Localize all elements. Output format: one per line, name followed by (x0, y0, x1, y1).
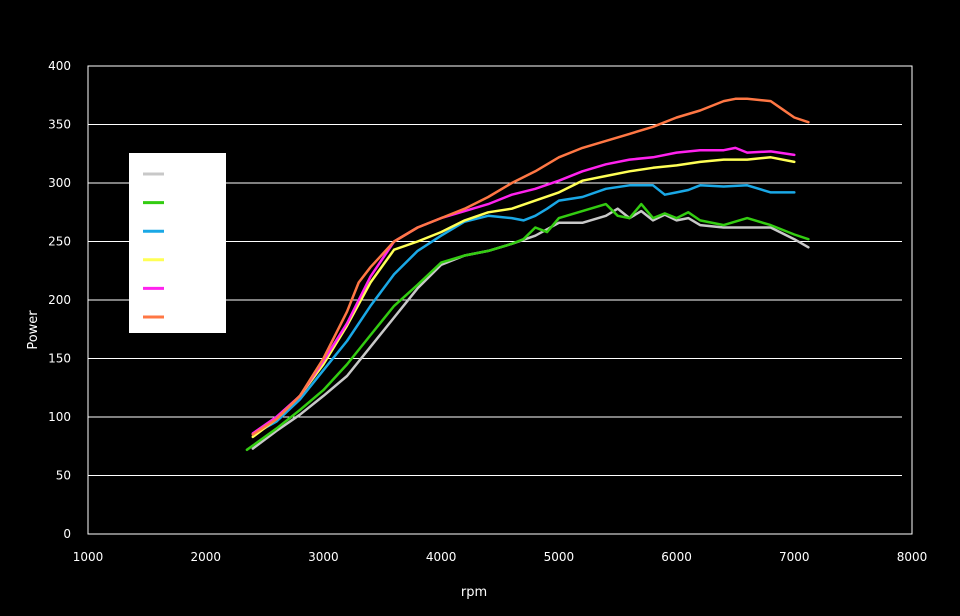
y-axis-title: Power (26, 310, 41, 350)
x-tick-label: 4000 (426, 550, 457, 564)
y-tick-label: 100 (48, 410, 71, 424)
x-axis-ticks: 1000 2000 3000 4000 5000 6000 7000 8000 (73, 550, 928, 564)
y-tick-label: 50 (56, 469, 71, 483)
legend-label-step2: STEP2 (172, 225, 213, 240)
series-lines (245, 97, 810, 452)
series-line-std (251, 207, 810, 450)
legend-label-std: STD (172, 168, 198, 183)
series-line-step1 (245, 202, 810, 452)
y-tick-label: 150 (48, 352, 71, 366)
series-line-step2 (251, 184, 796, 436)
x-tick-label: 3000 (308, 550, 339, 564)
x-tick-label: 5000 (544, 550, 575, 564)
legend-label-step3: STEP3 (172, 254, 213, 269)
y-tick-label: 0 (63, 527, 71, 541)
legend-label-step1: STEP1 (172, 197, 213, 212)
legend: STD STEP1 STEP2 STEP3 STEP4 STEP5 (129, 153, 226, 333)
x-tick-label: 8000 (897, 550, 928, 564)
series-line-step3 (251, 156, 796, 439)
x-tick-label: 1000 (73, 550, 104, 564)
y-tick-label: 200 (48, 293, 71, 307)
x-tick-label: 2000 (190, 550, 221, 564)
series-line-step5 (251, 97, 810, 436)
y-tick-label: 400 (48, 59, 71, 73)
series-line-step4 (251, 146, 796, 435)
legend-box (129, 153, 226, 333)
x-axis-title: rpm (461, 585, 487, 600)
y-tick-label: 350 (48, 118, 71, 132)
y-tick-label: 250 (48, 235, 71, 249)
plot-frame (87, 65, 913, 535)
legend-label-step5: STEP5 (172, 311, 213, 326)
y-axis-ticks: 0 50 100 150 200 250 300 350 400 (48, 59, 71, 541)
x-tick-label: 7000 (779, 550, 810, 564)
x-tick-label: 6000 (661, 550, 692, 564)
legend-label-step4: STEP4 (172, 282, 213, 297)
y-tick-label: 300 (48, 176, 71, 190)
